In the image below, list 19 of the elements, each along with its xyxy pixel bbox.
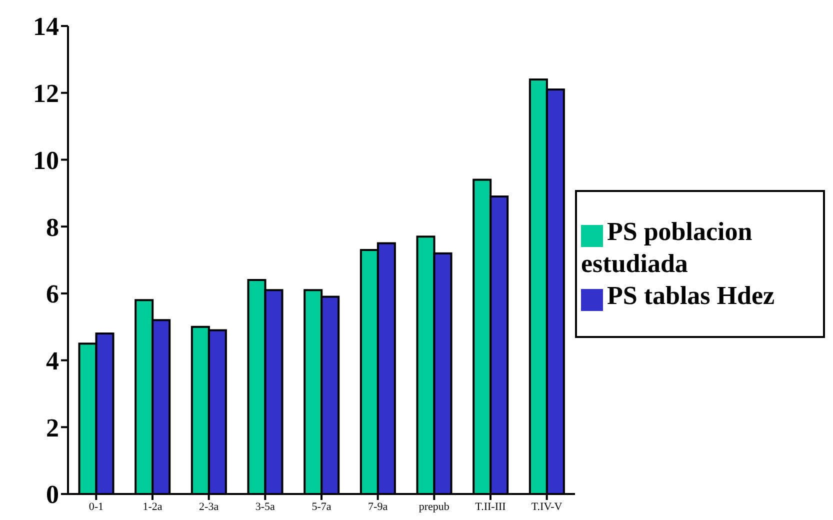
x-tick-label: T.II-III: [475, 500, 506, 513]
y-tick-label: 12: [33, 79, 59, 108]
x-tick-label: 7-9a: [368, 500, 388, 513]
x-tick-label: 1-2a: [142, 500, 162, 513]
x-tick-label: 2-3a: [199, 500, 219, 513]
x-tick-label: 5-7a: [312, 500, 332, 513]
y-tick-label: 10: [33, 146, 59, 175]
x-tick-label: T.IV-V: [531, 500, 562, 513]
y-tick-label: 6: [46, 280, 59, 309]
y-tick-label: 8: [46, 212, 59, 242]
y-tick-label: 0: [46, 480, 59, 510]
legend-label: PS tablas Hdez: [607, 281, 775, 310]
y-tick-label: 4: [46, 346, 59, 376]
x-tick-label: 0-1: [88, 500, 104, 513]
x-tick-label: prepub: [418, 500, 450, 513]
legend-label: PS poblacion estudiada: [581, 217, 752, 278]
y-tick-label: 14: [33, 12, 59, 42]
x-tick-label: 3-5a: [255, 500, 276, 513]
y-tick-label: 2: [46, 413, 59, 442]
